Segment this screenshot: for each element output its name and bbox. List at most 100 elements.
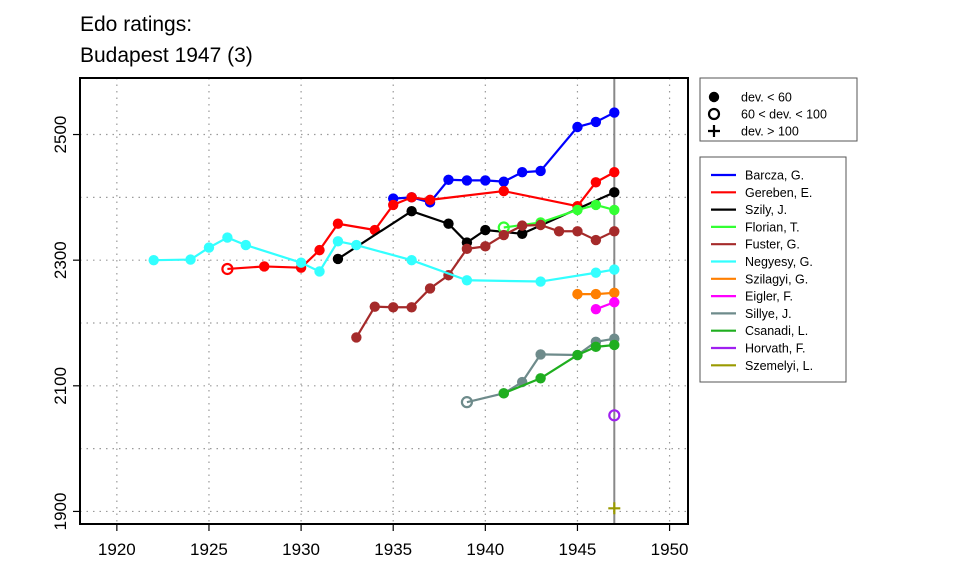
marker-legend-symbol-2	[708, 125, 720, 137]
axes: 1920 1925 1930 1935 1940 1945 1950 1900 2100 2300…	[51, 116, 688, 559]
data-point-0-3	[443, 174, 454, 185]
data-point-5-8	[351, 239, 362, 251]
data-point-10-0	[608, 409, 621, 422]
marker-legend-box	[699, 77, 858, 142]
data-point-0-6	[498, 176, 509, 187]
series-layer	[148, 107, 621, 515]
data-point-5-12	[590, 267, 602, 278]
data-point-5-1	[185, 254, 196, 265]
data-point-5-9	[406, 254, 417, 266]
data-point-5-11	[535, 276, 546, 287]
data-point-2-5	[516, 228, 528, 239]
data-point-5-13	[609, 264, 620, 275]
marker-legend-symbol-0	[708, 91, 720, 103]
legend-label-1: Gereben, E.	[745, 186, 812, 200]
data-point-1-8	[424, 194, 436, 206]
data-point-9-2	[572, 349, 583, 361]
y-tick-label-2: 2300	[51, 241, 70, 279]
data-point-4-4	[424, 283, 436, 294]
series-6	[572, 287, 620, 300]
data-point-4-9	[516, 220, 528, 231]
data-point-4-11	[553, 226, 565, 237]
series-line-1	[227, 171, 615, 271]
plot-frame	[79, 77, 689, 525]
y-tick-label-3: 2500	[51, 116, 70, 154]
series-9	[498, 339, 620, 399]
data-point-9-4	[609, 339, 620, 351]
data-point-9-3	[590, 341, 602, 353]
data-point-2-6	[609, 187, 620, 198]
marker-legend-label-1: 60 < dev. < 100	[741, 108, 827, 122]
data-point-4-8	[498, 229, 509, 241]
data-point-4-2	[388, 302, 399, 313]
series-line-2	[337, 191, 615, 260]
series-4	[351, 219, 620, 343]
series-7	[590, 297, 620, 315]
data-point-0-11	[609, 107, 620, 118]
data-point-1-9	[498, 185, 509, 197]
marker-legend: dev. < 60 60 < dev. < 100 dev. > 100	[699, 77, 858, 142]
x-tick-label-1: 1925	[190, 540, 228, 559]
y-tick-label-0: 1900	[51, 493, 70, 531]
data-point-2-2	[443, 218, 454, 229]
data-point-11-0	[608, 502, 621, 515]
data-point-9-1	[535, 373, 546, 384]
data-point-1-11	[590, 177, 602, 188]
data-point-4-6	[461, 243, 473, 255]
data-point-1-7	[406, 192, 417, 203]
legend-label-0: Barcza, G.	[745, 169, 804, 183]
data-point-7-0	[590, 303, 602, 315]
data-point-6-0	[572, 288, 583, 300]
data-point-4-3	[406, 302, 417, 313]
chart-title: Edo ratings:	[80, 13, 193, 36]
legend-label-4: Fuster, G.	[745, 238, 800, 252]
data-point-5-7	[332, 236, 344, 247]
legend-label-10: Horvath, F.	[745, 342, 805, 356]
data-point-4-0	[351, 332, 362, 343]
data-point-3-4	[609, 204, 620, 216]
data-point-5-4	[240, 239, 252, 251]
data-point-4-13	[590, 234, 602, 246]
data-point-6-1	[590, 288, 602, 300]
x-tick-label-3: 1935	[374, 540, 412, 559]
x-tick-label-2: 1930	[282, 540, 320, 559]
legend-label-8: Sillye, J.	[745, 307, 792, 321]
data-point-4-14	[609, 226, 620, 237]
data-point-0-10	[590, 116, 602, 128]
series-10	[608, 409, 621, 422]
data-point-1-1	[259, 261, 270, 272]
series-1	[221, 167, 620, 276]
data-point-5-6	[314, 266, 325, 277]
data-point-4-10	[535, 219, 546, 231]
data-point-3-3	[590, 199, 602, 211]
data-point-6-2	[609, 287, 620, 299]
marker-legend-label-0: dev. < 60	[741, 91, 792, 105]
data-point-1-4	[332, 218, 344, 229]
data-point-2-4	[480, 224, 491, 236]
data-point-5-2	[203, 242, 215, 253]
series-line-9	[503, 343, 615, 395]
data-point-8-3	[535, 349, 546, 360]
legend-label-5: Negyesy, G.	[745, 255, 813, 269]
data-point-3-2	[572, 204, 583, 216]
series-line-5	[153, 236, 615, 283]
series-legend-box	[699, 156, 847, 383]
legend-label-6: Szilagyi, G.	[745, 272, 808, 286]
data-point-1-12	[609, 167, 620, 178]
legend-label-11: Szemelyi, L.	[745, 359, 813, 373]
chart-subtitle: Budapest 1947 (3)	[80, 44, 253, 67]
x-tick-label-6: 1950	[651, 540, 689, 559]
data-point-5-5	[295, 257, 307, 268]
series-legend: Barcza, G. Gereben, E. Szily, J. Florian, T…	[699, 156, 847, 383]
data-point-9-0	[498, 388, 509, 399]
data-point-5-0	[148, 254, 159, 266]
data-point-2-0	[332, 253, 344, 265]
x-tick-label-0: 1920	[98, 540, 136, 559]
data-point-1-0	[221, 262, 234, 276]
x-tick-label-5: 1945	[559, 540, 597, 559]
data-point-5-10	[461, 275, 473, 286]
data-point-1-3	[314, 244, 325, 256]
data-point-5-3	[222, 232, 233, 243]
data-point-0-5	[480, 175, 491, 186]
